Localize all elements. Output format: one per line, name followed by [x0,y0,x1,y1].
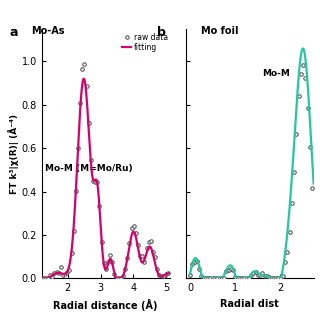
fitting [101,259,105,263]
raw data [166,271,170,275]
X-axis label: Radial dist: Radial dist [220,299,279,309]
X-axis label: Radial distance (Å): Radial distance (Å) [53,299,158,311]
Line: fitting: fitting [42,79,170,278]
fitting [101,252,105,256]
raw data [85,84,89,88]
Text: Mo-As: Mo-As [31,26,65,36]
raw data [83,62,86,66]
Text: a: a [10,26,18,39]
fitting [145,250,149,254]
Y-axis label: FT k³|χ(R)| (Å⁻⁴): FT k³|χ(R)| (Å⁻⁴) [8,114,19,194]
fitting [168,271,172,275]
raw data [61,273,65,276]
raw data [72,229,76,233]
Text: Mo-M: Mo-M [262,69,290,78]
raw data [76,146,80,150]
raw data [80,67,84,70]
Text: Mo-M (M=Mo/Ru): Mo-M (M=Mo/Ru) [45,164,133,173]
fitting [40,276,44,280]
fitting [165,272,169,276]
Legend: raw data, fitting: raw data, fitting [122,33,168,52]
Line: raw data: raw data [40,63,170,280]
Text: Mo foil: Mo foil [201,26,238,36]
Text: b: b [157,26,166,39]
fitting [109,258,113,261]
fitting [116,276,120,280]
raw data [121,274,125,278]
raw data [40,276,44,280]
fitting [82,77,85,81]
